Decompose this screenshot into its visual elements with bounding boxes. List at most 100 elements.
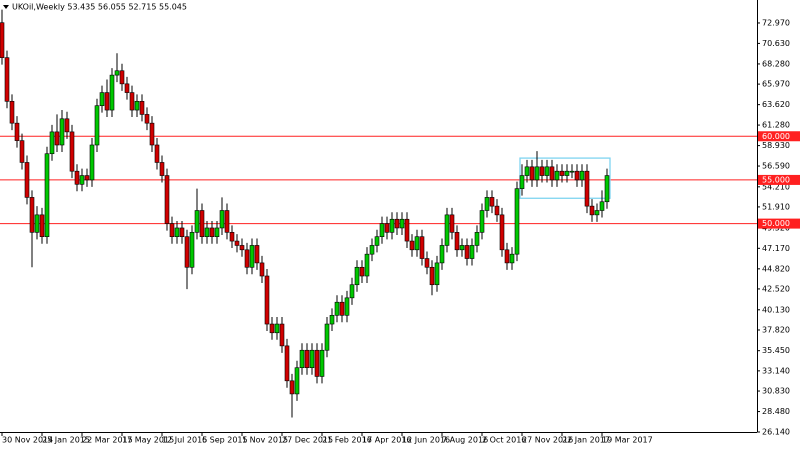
candle-body — [419, 236, 425, 259]
y-tick-label: 30.830 — [762, 387, 790, 396]
candle-body — [539, 166, 545, 176]
candle-body — [264, 275, 270, 325]
candle-body — [54, 131, 60, 146]
level-label: 60.000 — [762, 132, 790, 141]
candle-body — [374, 236, 380, 246]
candle-body — [139, 101, 145, 115]
candle-body — [514, 188, 520, 255]
candle-body — [239, 245, 245, 251]
y-tick-label: 35.450 — [762, 346, 790, 355]
y-tick-label: 42.520 — [762, 284, 790, 293]
x-tick-label: 27 Nov 2016 — [522, 436, 573, 445]
y-tick-label: 58.930 — [762, 141, 790, 150]
y-tick-label: 51.910 — [762, 202, 790, 211]
candle-body — [369, 245, 375, 255]
x-tick-label: 19 Mar 2017 — [602, 436, 653, 445]
x-tick-label: 22 Jan 2017 — [562, 436, 610, 445]
candle-body — [584, 170, 590, 207]
candle-body — [399, 218, 405, 229]
candle-body — [459, 245, 465, 251]
candle-body — [114, 70, 120, 76]
candle-body — [84, 175, 90, 181]
candle-body — [469, 245, 475, 259]
candle-body — [19, 140, 25, 163]
candle-body — [134, 101, 140, 111]
candle-body — [204, 227, 210, 238]
candle-body — [94, 105, 100, 146]
candle-body — [174, 227, 180, 238]
candle-body — [249, 245, 255, 268]
candle-body — [354, 266, 360, 286]
candle-body — [304, 349, 310, 369]
candle-body — [389, 218, 395, 233]
candle-body — [544, 166, 550, 176]
candle-body — [269, 323, 275, 334]
candle-body — [534, 166, 540, 181]
y-tick-label: 65.970 — [762, 80, 790, 89]
y-tick-label: 37.820 — [762, 325, 790, 334]
x-tick-label: 27 Dec 2015 — [282, 436, 333, 445]
candle-body — [219, 210, 225, 229]
candle-body — [434, 262, 440, 286]
y-tick-label: 47.170 — [762, 244, 790, 253]
candle-body — [549, 166, 555, 181]
candle-body — [289, 380, 295, 395]
x-tick-label: 22 Mar 2015 — [82, 436, 133, 445]
y-tick-label: 56.590 — [762, 162, 790, 171]
candle-body — [569, 170, 575, 173]
candle-body — [274, 323, 280, 334]
candle-body — [574, 170, 580, 181]
candle-body — [449, 214, 455, 233]
x-tick-label: 30 Nov 2014 — [2, 436, 53, 445]
candle-body — [59, 118, 65, 146]
x-tick-label: 21 Feb 2016 — [322, 436, 372, 445]
x-tick-label: 1 Nov 2015 — [242, 436, 288, 445]
candle-body — [489, 197, 495, 207]
candle-body — [519, 175, 525, 189]
candle-body — [339, 301, 345, 316]
candle-body — [44, 153, 50, 238]
candle-body — [129, 92, 135, 111]
candle-body — [0, 22, 5, 58]
candle-body — [559, 170, 565, 176]
candle-body — [504, 249, 510, 264]
candle-body — [24, 162, 30, 198]
y-tick-label: 26.140 — [762, 428, 790, 437]
candle-body — [234, 240, 240, 246]
candle-body — [224, 210, 230, 233]
candle-body — [464, 245, 470, 259]
candle-body — [279, 323, 285, 347]
y-tick-label: 40.130 — [762, 305, 790, 314]
candle-body — [479, 210, 485, 233]
candle-body — [579, 170, 585, 181]
candle-body — [244, 249, 250, 268]
candle-body — [594, 210, 600, 216]
candle-body — [39, 214, 45, 238]
candle-body — [34, 214, 40, 233]
candle-body — [429, 266, 435, 286]
candle-body — [564, 170, 570, 176]
candle-body — [324, 323, 330, 351]
candle-body — [199, 210, 205, 238]
candle-body — [334, 301, 340, 316]
candle-body — [79, 175, 85, 185]
candle-body — [69, 131, 75, 172]
level-tag — [758, 218, 800, 229]
candle-body — [254, 245, 260, 264]
y-tick-label: 33.140 — [762, 366, 790, 375]
level-tag — [758, 174, 800, 185]
candle-body — [329, 315, 335, 325]
y-tick-label: 28.480 — [762, 407, 790, 416]
x-tick-label: 12 Jul 2015 — [162, 436, 207, 445]
candle-body — [169, 223, 175, 238]
candle-body — [164, 175, 170, 224]
candle-body — [74, 170, 80, 185]
candle-body — [299, 349, 305, 369]
candle-body — [409, 240, 415, 251]
level-label: 55.000 — [762, 175, 790, 184]
candle-body — [124, 83, 130, 93]
x-tick-label: 6 Sep 2015 — [202, 436, 248, 445]
candle-body — [259, 262, 265, 277]
candle-body — [474, 232, 480, 246]
